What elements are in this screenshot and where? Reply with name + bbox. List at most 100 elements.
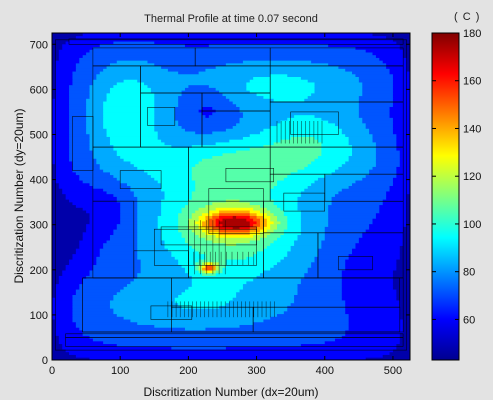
contour-cell bbox=[52, 114, 70, 118]
contour-cell bbox=[406, 62, 410, 67]
contour-cell bbox=[99, 43, 186, 48]
contour-cell bbox=[314, 136, 350, 140]
contour-cell bbox=[52, 313, 73, 317]
contour-cell bbox=[140, 259, 179, 263]
contour-cell bbox=[72, 302, 111, 306]
contour-cell bbox=[75, 324, 155, 328]
contour-cell bbox=[253, 321, 350, 325]
contour-cell bbox=[369, 226, 404, 230]
contour-cell bbox=[137, 242, 165, 246]
contour-cell bbox=[225, 199, 240, 203]
contour-cell bbox=[205, 327, 350, 331]
contour-cell bbox=[345, 259, 397, 263]
contour-cell bbox=[92, 79, 124, 83]
contour-cell bbox=[277, 122, 336, 127]
contour-cell bbox=[297, 289, 343, 293]
contour-cell bbox=[161, 212, 179, 216]
contour-cell bbox=[300, 76, 360, 80]
contour-cell bbox=[184, 237, 206, 241]
contour-cell bbox=[116, 291, 182, 296]
contour-cell bbox=[113, 310, 285, 315]
contour-cell bbox=[297, 283, 343, 287]
contour-cell bbox=[300, 280, 343, 285]
contour-cell bbox=[130, 280, 193, 285]
contour-cell bbox=[379, 210, 407, 214]
contour-cell bbox=[232, 226, 240, 230]
contour-cell bbox=[369, 128, 394, 132]
contour-cell bbox=[229, 98, 275, 102]
colorbar-tick-label: 140 bbox=[463, 123, 481, 135]
contour-cell bbox=[280, 234, 298, 238]
contour-cell bbox=[184, 87, 217, 91]
contour-cell bbox=[362, 82, 394, 86]
contour-cell bbox=[52, 270, 63, 274]
contour-cell bbox=[287, 251, 319, 255]
contour-cell bbox=[120, 215, 138, 219]
contour-cell bbox=[273, 264, 312, 268]
contour-cell bbox=[294, 294, 343, 298]
contour-cell bbox=[191, 215, 200, 219]
contour-cell bbox=[300, 218, 329, 222]
contour-cell bbox=[239, 289, 298, 293]
contour-cell bbox=[205, 270, 213, 274]
contour-cell bbox=[178, 218, 189, 222]
contour-cell bbox=[202, 223, 210, 227]
contour-cell bbox=[256, 275, 305, 279]
contour-cell bbox=[202, 261, 206, 266]
contour-cell bbox=[294, 240, 322, 244]
contour-cell bbox=[89, 133, 107, 137]
contour-cell bbox=[198, 234, 217, 238]
contour-cell bbox=[283, 212, 302, 216]
contour-cell bbox=[52, 259, 70, 263]
contour-cell bbox=[362, 177, 394, 181]
contour-cell bbox=[86, 210, 121, 214]
contour-cell bbox=[372, 166, 397, 170]
contour-cell bbox=[341, 131, 370, 135]
contour-cell bbox=[314, 87, 363, 91]
contour-cell bbox=[178, 101, 234, 105]
contour-cell bbox=[352, 144, 377, 148]
contour-cell bbox=[300, 212, 329, 216]
contour-cell bbox=[116, 82, 145, 86]
contour-cell bbox=[99, 163, 135, 167]
contour-cell bbox=[52, 43, 63, 48]
contour-cell bbox=[69, 92, 90, 97]
contour-cell bbox=[287, 221, 302, 225]
floorplan-block bbox=[119, 170, 162, 189]
colorbar-tick-label: 120 bbox=[463, 171, 481, 183]
contour-cell bbox=[249, 90, 315, 94]
contour-cell bbox=[52, 261, 70, 266]
contour-cell bbox=[321, 240, 360, 244]
contour-cell bbox=[52, 136, 70, 140]
contour-cell bbox=[225, 302, 292, 306]
contour-cell bbox=[246, 218, 254, 222]
contour-cell bbox=[311, 182, 353, 186]
contour-cell bbox=[215, 234, 254, 238]
x-axis-label: Discritization Number (dx=20um) bbox=[143, 385, 318, 399]
contour-cell bbox=[266, 223, 271, 227]
contour-cell bbox=[52, 60, 56, 64]
contour-cell bbox=[270, 191, 302, 195]
contour-cell bbox=[386, 191, 410, 195]
x-axis: 0 100 200 300 400 500 bbox=[49, 33, 402, 377]
contour-cell bbox=[219, 261, 227, 266]
contour-cell bbox=[92, 185, 131, 189]
contour-cell bbox=[82, 180, 121, 184]
contour-cell bbox=[52, 343, 63, 347]
contour-cell bbox=[253, 218, 261, 222]
contour-cell bbox=[202, 264, 206, 268]
contour-cell bbox=[69, 87, 90, 91]
contour-cell bbox=[338, 191, 387, 195]
contour-cell bbox=[52, 82, 56, 86]
contour-cell bbox=[191, 169, 298, 173]
contour-cell bbox=[52, 231, 84, 236]
contour-cell bbox=[348, 155, 377, 159]
contour-cell bbox=[287, 215, 302, 219]
contour-cell bbox=[317, 251, 353, 255]
contour-cell bbox=[287, 117, 322, 121]
contour-cell bbox=[290, 171, 332, 176]
contour-cell bbox=[246, 256, 285, 260]
contour-cell bbox=[389, 185, 410, 189]
contour-cell bbox=[348, 139, 373, 143]
contour-cell bbox=[109, 139, 162, 143]
